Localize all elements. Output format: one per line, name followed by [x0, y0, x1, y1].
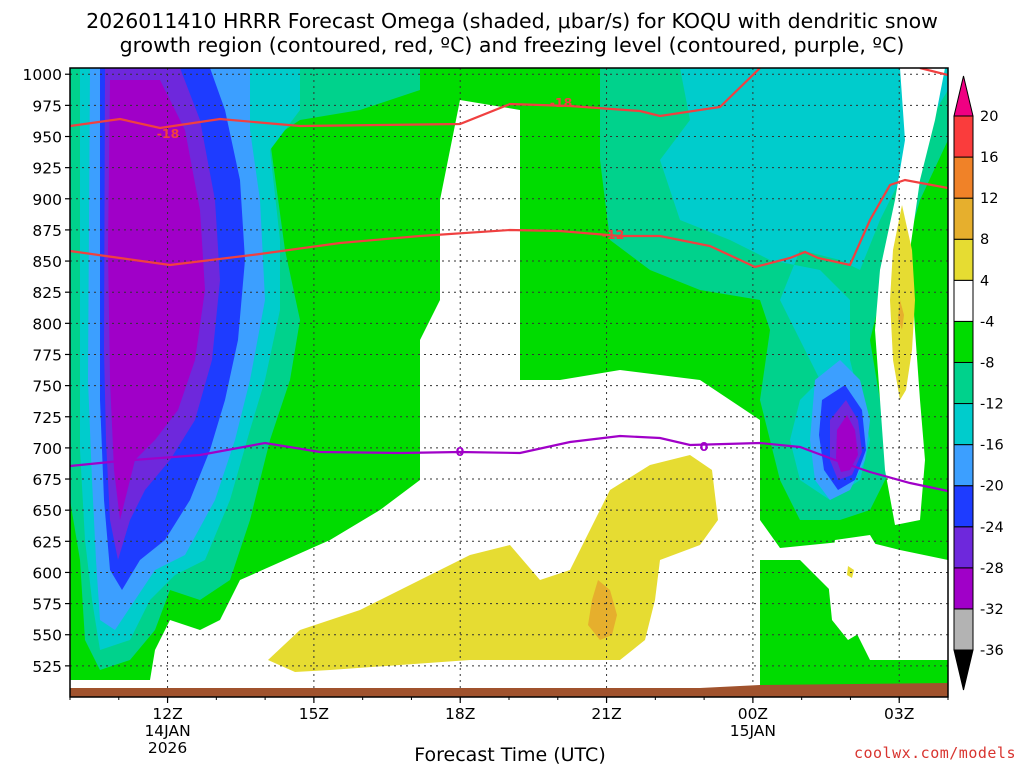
y-tick-label: 775 [32, 346, 62, 364]
colorbar-label: -16 [980, 438, 1004, 454]
colorbar-label: -8 [980, 355, 994, 371]
x-tick-label: 21Z [591, 705, 621, 723]
y-tick-label: 1000 [23, 66, 62, 84]
colorbar-box [953, 279, 974, 322]
colorbar-min-triangle [953, 649, 974, 691]
dgz-contours [70, 68, 948, 269]
x-axis-title: Forecast Time (UTC) [414, 744, 606, 766]
chart-title-line2: growth region (contoured, red, ºC) and f… [119, 33, 905, 57]
x-tick-sublabel-date: 14JAN [144, 722, 190, 740]
y-tick-label: 650 [32, 502, 62, 520]
colorbar-label: -20 [980, 479, 1004, 495]
plot-area: -18 -18 -12 0 0 [70, 68, 948, 697]
dgz-label-minus18-left: -18 [157, 126, 180, 141]
y-tick-label: 625 [32, 533, 62, 551]
x-tick-sublabel-date: 15JAN [730, 722, 776, 740]
colorbar: -36 -32 -28 -24 -20 -16 -12 -8 -4 4 8 12 16 20 [953, 75, 1004, 691]
colorbar-box [953, 526, 974, 569]
colorbar-box [953, 403, 974, 446]
freezing-level-contour [70, 434, 948, 493]
y-tick-label: 850 [32, 253, 62, 271]
omega-field-plus8-small [898, 300, 904, 330]
credit-text: coolwx.com/models [853, 744, 1016, 762]
freezing-label-left: 0 [456, 444, 465, 459]
dgz-contour-minus18 [70, 68, 761, 130]
y-tick-label: 875 [32, 222, 62, 240]
colorbar-label: 20 [980, 109, 998, 125]
omega-shading [70, 68, 948, 697]
colorbar-label: -28 [980, 561, 1004, 577]
colorbar-max-triangle [953, 75, 974, 117]
dgz-label-minus18-right: -18 [550, 95, 573, 110]
y-tick-label: 900 [32, 191, 62, 209]
freezing-label-right: 0 [700, 439, 709, 454]
y-axis: 525 550 575 600 625 650 675 700 725 750 775 800 825 8… [23, 66, 70, 676]
y-tick-label: 550 [32, 627, 62, 645]
y-tick-label: 725 [32, 409, 62, 427]
chart-title-line1: 2026011410 HRRR Forecast Omega (shaded, … [86, 9, 938, 33]
dgz-contour-minus18-right [919, 68, 948, 77]
omega-field-plus8 [588, 580, 617, 640]
x-tick-label: 00Z [738, 705, 768, 723]
omega-field-plus4-right [890, 205, 915, 400]
contour-labels: -18 -18 -12 0 0 [157, 95, 709, 459]
y-tick-label: 925 [32, 160, 62, 178]
colorbar-box [953, 608, 974, 651]
colorbar-label: -12 [980, 397, 1004, 413]
colorbar-label: -32 [980, 602, 1004, 618]
y-tick-label: 975 [32, 97, 62, 115]
colorbar-box [953, 485, 974, 528]
colorbar-box [953, 444, 974, 487]
colorbar-box [953, 320, 974, 363]
x-tick-label: 03Z [884, 705, 914, 723]
y-tick-label: 950 [32, 129, 62, 147]
y-tick-label: 675 [32, 471, 62, 489]
colorbar-box [953, 115, 974, 158]
colorbar-label: -24 [980, 520, 1004, 536]
colorbar-label: -4 [980, 314, 994, 330]
y-tick-label: 525 [32, 658, 62, 676]
y-tick-label: 700 [32, 440, 62, 458]
colorbar-box [953, 156, 974, 199]
colorbar-label: 16 [980, 150, 998, 166]
colorbar-label: 4 [980, 273, 989, 289]
y-tick-label: 575 [32, 596, 62, 614]
x-tick-label: 15Z [299, 705, 329, 723]
y-tick-label: 825 [32, 284, 62, 302]
x-tick-label: 12Z [152, 705, 182, 723]
y-tick-label: 800 [32, 315, 62, 333]
dgz-contour-minus12 [70, 178, 948, 269]
omega-field-minus12-right [660, 68, 948, 500]
omega-field-minus28 [108, 80, 205, 520]
colorbar-label: 12 [980, 191, 998, 207]
y-tick-label: 750 [32, 378, 62, 396]
y-tick-label: 600 [32, 564, 62, 582]
omega-field-minus28-right [836, 415, 858, 472]
x-tick-label: 18Z [445, 705, 475, 723]
ground-terrain [70, 683, 948, 697]
colorbar-label: -36 [980, 643, 1004, 659]
omega-field-white-right-lower [828, 535, 885, 640]
colorbar-box [953, 197, 974, 240]
colorbar-box [953, 567, 974, 610]
colorbar-box [953, 238, 974, 281]
colorbar-label: 8 [980, 232, 989, 248]
dgz-label-minus12: -12 [602, 227, 625, 242]
x-tick-sublabel-year: 2026 [148, 739, 187, 757]
colorbar-box [953, 361, 974, 405]
